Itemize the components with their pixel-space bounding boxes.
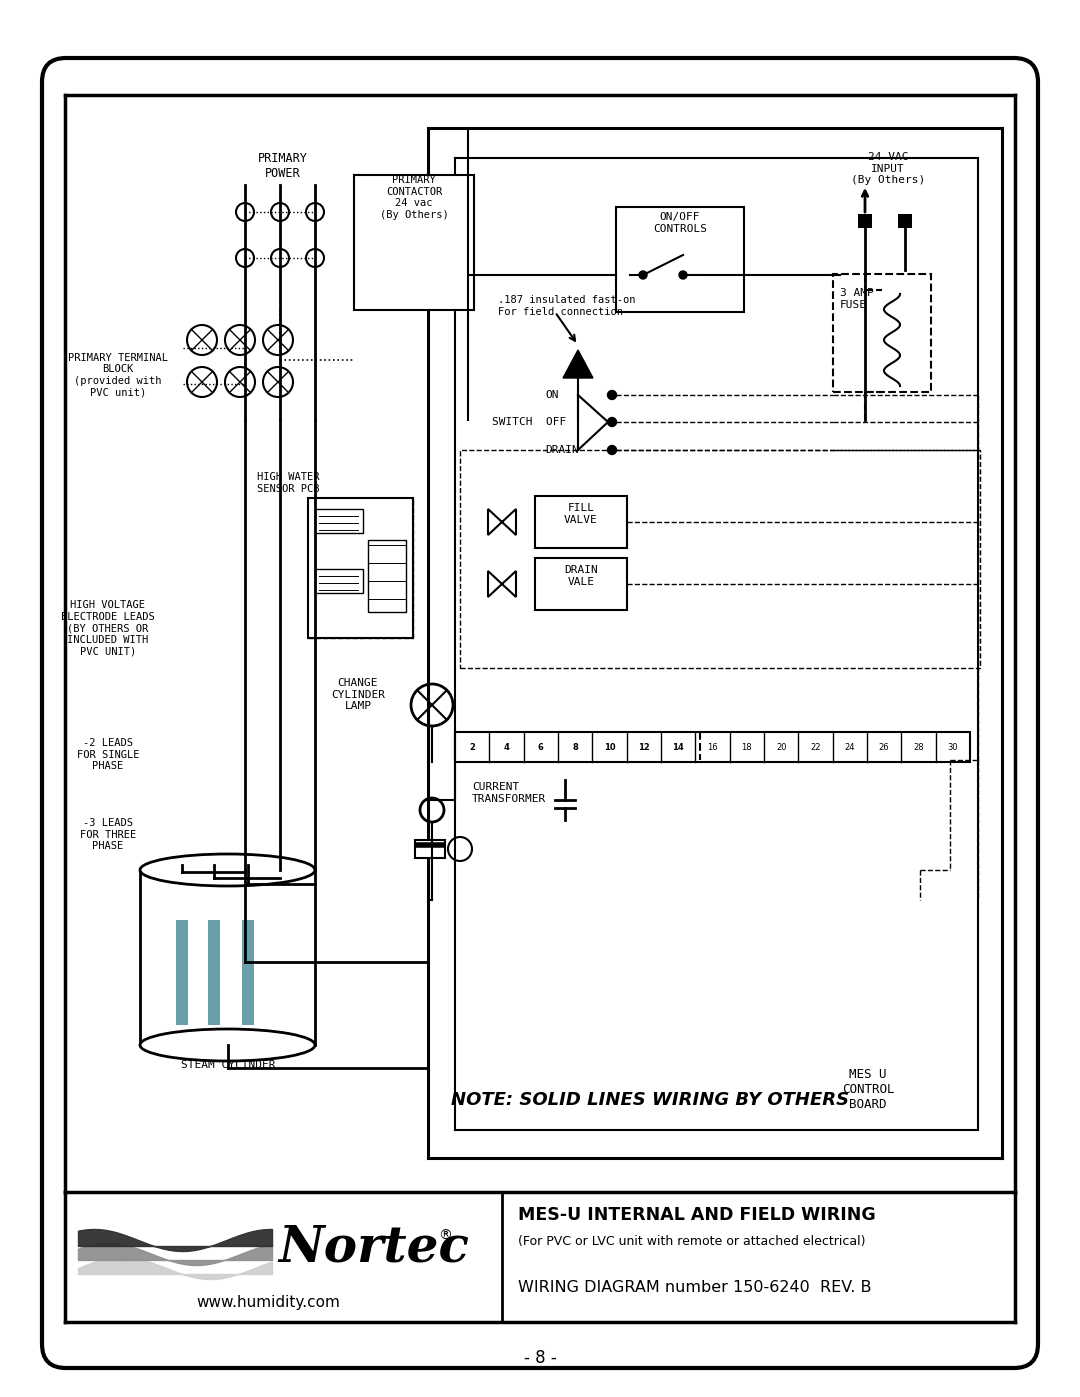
Ellipse shape — [140, 1030, 315, 1060]
Text: CHANGE
CYLINDER
LAMP: CHANGE CYLINDER LAMP — [330, 678, 384, 711]
Bar — [858, 214, 872, 228]
Text: 18: 18 — [742, 743, 752, 753]
Circle shape — [607, 446, 617, 454]
Text: WIRING DIAGRAM number 150-6240  REV. B: WIRING DIAGRAM number 150-6240 REV. B — [518, 1281, 872, 1295]
Bar — [140, 870, 315, 1045]
Text: HIGH VOLTAGE
ELECTRODE LEADS
(BY OTHERS OR
INCLUDED WITH
PVC UNIT): HIGH VOLTAGE ELECTRODE LEADS (BY OTHERS … — [62, 599, 154, 657]
Bar — [176, 921, 188, 1025]
Bar — [415, 840, 445, 858]
Bar — [368, 541, 406, 612]
Text: 14: 14 — [672, 743, 684, 753]
Text: DRAIN: DRAIN — [545, 446, 579, 455]
Text: PRIMARY TERMINAL
BLOCK
(provided with
PVC unit): PRIMARY TERMINAL BLOCK (provided with PV… — [68, 352, 168, 397]
Text: www.humidity.com: www.humidity.com — [197, 1295, 340, 1310]
Bar — [460, 450, 980, 668]
Text: 6: 6 — [538, 743, 543, 753]
Bar — [308, 497, 413, 638]
Text: PRIMARY
CONTACTOR
24 vac
(By Others): PRIMARY CONTACTOR 24 vac (By Others) — [380, 175, 448, 219]
Text: NOTE: SOLID LINES WIRING BY OTHERS: NOTE: SOLID LINES WIRING BY OTHERS — [451, 1091, 849, 1109]
Text: 3 AMP
FUSE: 3 AMP FUSE — [840, 288, 874, 310]
Text: ON/OFF
CONTROLS: ON/OFF CONTROLS — [653, 212, 707, 233]
Circle shape — [679, 271, 687, 279]
Text: DRAIN
VALE: DRAIN VALE — [564, 564, 598, 587]
Bar — [455, 732, 970, 761]
Text: FILL
VALVE: FILL VALVE — [564, 503, 598, 525]
Text: 2: 2 — [469, 743, 475, 753]
Bar — [354, 175, 474, 310]
Bar — [535, 496, 627, 548]
Text: - 8 -: - 8 - — [524, 1350, 556, 1368]
Text: -2 LEADS
FOR SINGLE
PHASE: -2 LEADS FOR SINGLE PHASE — [77, 738, 139, 771]
Text: MES-U INTERNAL AND FIELD WIRING: MES-U INTERNAL AND FIELD WIRING — [518, 1206, 876, 1224]
Text: 24: 24 — [845, 743, 855, 753]
Bar — [208, 921, 220, 1025]
Text: 10: 10 — [604, 743, 616, 753]
Text: 4: 4 — [503, 743, 510, 753]
Ellipse shape — [140, 854, 315, 886]
Bar — [833, 274, 931, 393]
Polygon shape — [563, 351, 593, 379]
Text: 12: 12 — [638, 743, 650, 753]
Text: 8: 8 — [572, 743, 578, 753]
Text: ®: ® — [438, 1229, 451, 1243]
Text: 20: 20 — [775, 743, 786, 753]
Text: 24 VAC
INPUT
(By Others): 24 VAC INPUT (By Others) — [851, 152, 926, 186]
Bar — [897, 214, 912, 228]
Text: 26: 26 — [879, 743, 890, 753]
Text: SWITCH  OFF: SWITCH OFF — [492, 416, 566, 427]
Text: .187 insulated fast-on
For field connection: .187 insulated fast-on For field connect… — [498, 295, 635, 317]
Text: ON: ON — [545, 390, 558, 400]
Circle shape — [607, 391, 617, 400]
Circle shape — [607, 418, 617, 426]
Text: CURRENT
TRANSFORMER: CURRENT TRANSFORMER — [472, 782, 546, 803]
Bar — [315, 569, 363, 592]
Bar — [535, 557, 627, 610]
Text: HIGH WATER
SENSOR PCB: HIGH WATER SENSOR PCB — [257, 472, 320, 493]
FancyBboxPatch shape — [42, 59, 1038, 1368]
Bar — [315, 509, 363, 534]
Text: -3 LEADS
FOR THREE
PHASE: -3 LEADS FOR THREE PHASE — [80, 819, 136, 851]
Text: 30: 30 — [947, 743, 958, 753]
Text: Nortec: Nortec — [278, 1224, 469, 1273]
Text: (For PVC or LVC unit with remote or attached electrical): (For PVC or LVC unit with remote or atta… — [518, 1235, 865, 1249]
Text: MES U
CONTROL
BOARD: MES U CONTROL BOARD — [841, 1067, 894, 1111]
Text: STEAM CYLINDER: STEAM CYLINDER — [180, 1060, 275, 1070]
Text: 16: 16 — [707, 743, 718, 753]
Text: PRIMARY
POWER: PRIMARY POWER — [258, 152, 308, 180]
Circle shape — [639, 271, 647, 279]
Text: 22: 22 — [810, 743, 821, 753]
Bar — [242, 921, 254, 1025]
Text: 28: 28 — [914, 743, 923, 753]
Bar — [616, 207, 744, 312]
